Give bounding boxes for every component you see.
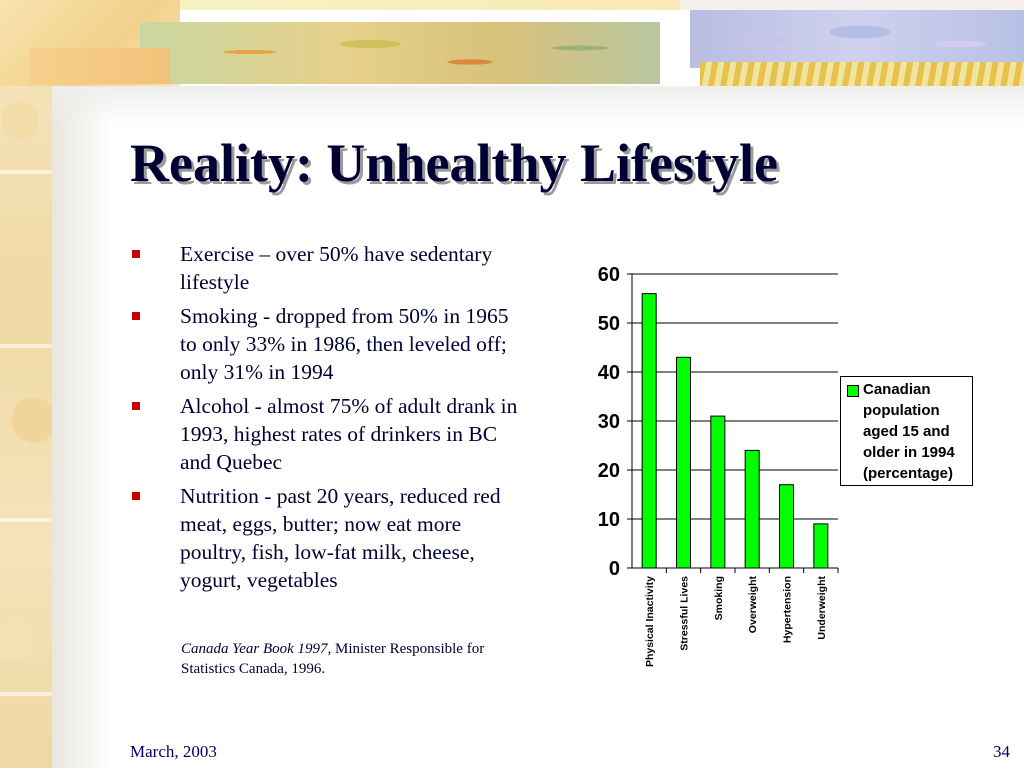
bullet-text: Smoking - dropped from 50% in 1965 to on… <box>180 304 509 384</box>
bullet-square-icon <box>132 492 140 500</box>
bullet-text: Exercise – over 50% have sedentary lifes… <box>180 242 493 294</box>
bullet-square-icon <box>132 402 140 410</box>
bullet-item: Smoking - dropped from 50% in 1965 to on… <box>130 302 530 386</box>
x-category-label: Underweight <box>816 576 828 640</box>
bullet-text: Nutrition - past 20 years, reduced red m… <box>180 484 501 592</box>
bullet-square-icon <box>132 250 140 258</box>
bullet-item: Exercise – over 50% have sedentary lifes… <box>130 240 530 296</box>
x-category-label: Smoking <box>713 576 725 620</box>
x-category-label: Stressful Lives <box>679 576 691 651</box>
bar <box>641 293 657 569</box>
bar <box>676 356 691 569</box>
x-category-label: Overweight <box>747 576 759 634</box>
decorative-top-fade <box>52 86 1024 126</box>
legend-swatch <box>847 385 859 397</box>
decorative-top-banner <box>0 0 1024 86</box>
y-tick-label: 10 <box>598 509 620 531</box>
y-tick-label: 50 <box>598 313 620 335</box>
bar-chart-svg: 0 10 20 30 40 50 60 Physical Inactivity Stressfu… <box>598 264 839 667</box>
bullet-square-icon <box>132 312 140 320</box>
slide-title: Reality: Unhealthy Lifestyle <box>130 133 778 193</box>
citation-source-title: Canada Year Book 1997, <box>181 641 332 657</box>
y-tick-label: 30 <box>598 411 620 433</box>
decorative-left-strip <box>0 0 52 768</box>
bullet-text: Alcohol - almost 75% of adult drank in 1… <box>180 394 518 474</box>
bar-chart: 0 10 20 30 40 50 60 Physical Inactivity Stressfu… <box>560 255 980 695</box>
x-category-label: Physical Inactivity <box>644 576 656 667</box>
bar <box>813 523 829 569</box>
citation: Canada Year Book 1997, Minister Responsi… <box>181 639 541 679</box>
bar <box>779 484 794 569</box>
y-tick-label: 0 <box>609 558 620 580</box>
x-category-label: Hypertension <box>782 576 794 643</box>
y-tick-label: 20 <box>598 460 620 482</box>
bullet-list: Exercise – over 50% have sedentary lifes… <box>130 240 530 600</box>
bar <box>744 449 760 569</box>
bar <box>710 415 726 569</box>
citation-source-rest: Minister Responsible for Statistics Cana… <box>181 641 485 677</box>
y-tick-label: 40 <box>598 362 620 384</box>
bullet-item: Nutrition - past 20 years, reduced red m… <box>130 482 530 594</box>
bullet-item: Alcohol - almost 75% of adult drank in 1… <box>130 392 530 476</box>
decorative-left-fade <box>52 0 112 768</box>
y-tick-label: 60 <box>598 264 620 286</box>
chart-legend: Canadian population aged 15 and older in… <box>840 376 973 486</box>
footer-date: March, 2003 <box>130 742 217 761</box>
legend-label: Canadian population aged 15 and older in… <box>863 381 955 482</box>
slide-number: 34 <box>993 742 1010 761</box>
